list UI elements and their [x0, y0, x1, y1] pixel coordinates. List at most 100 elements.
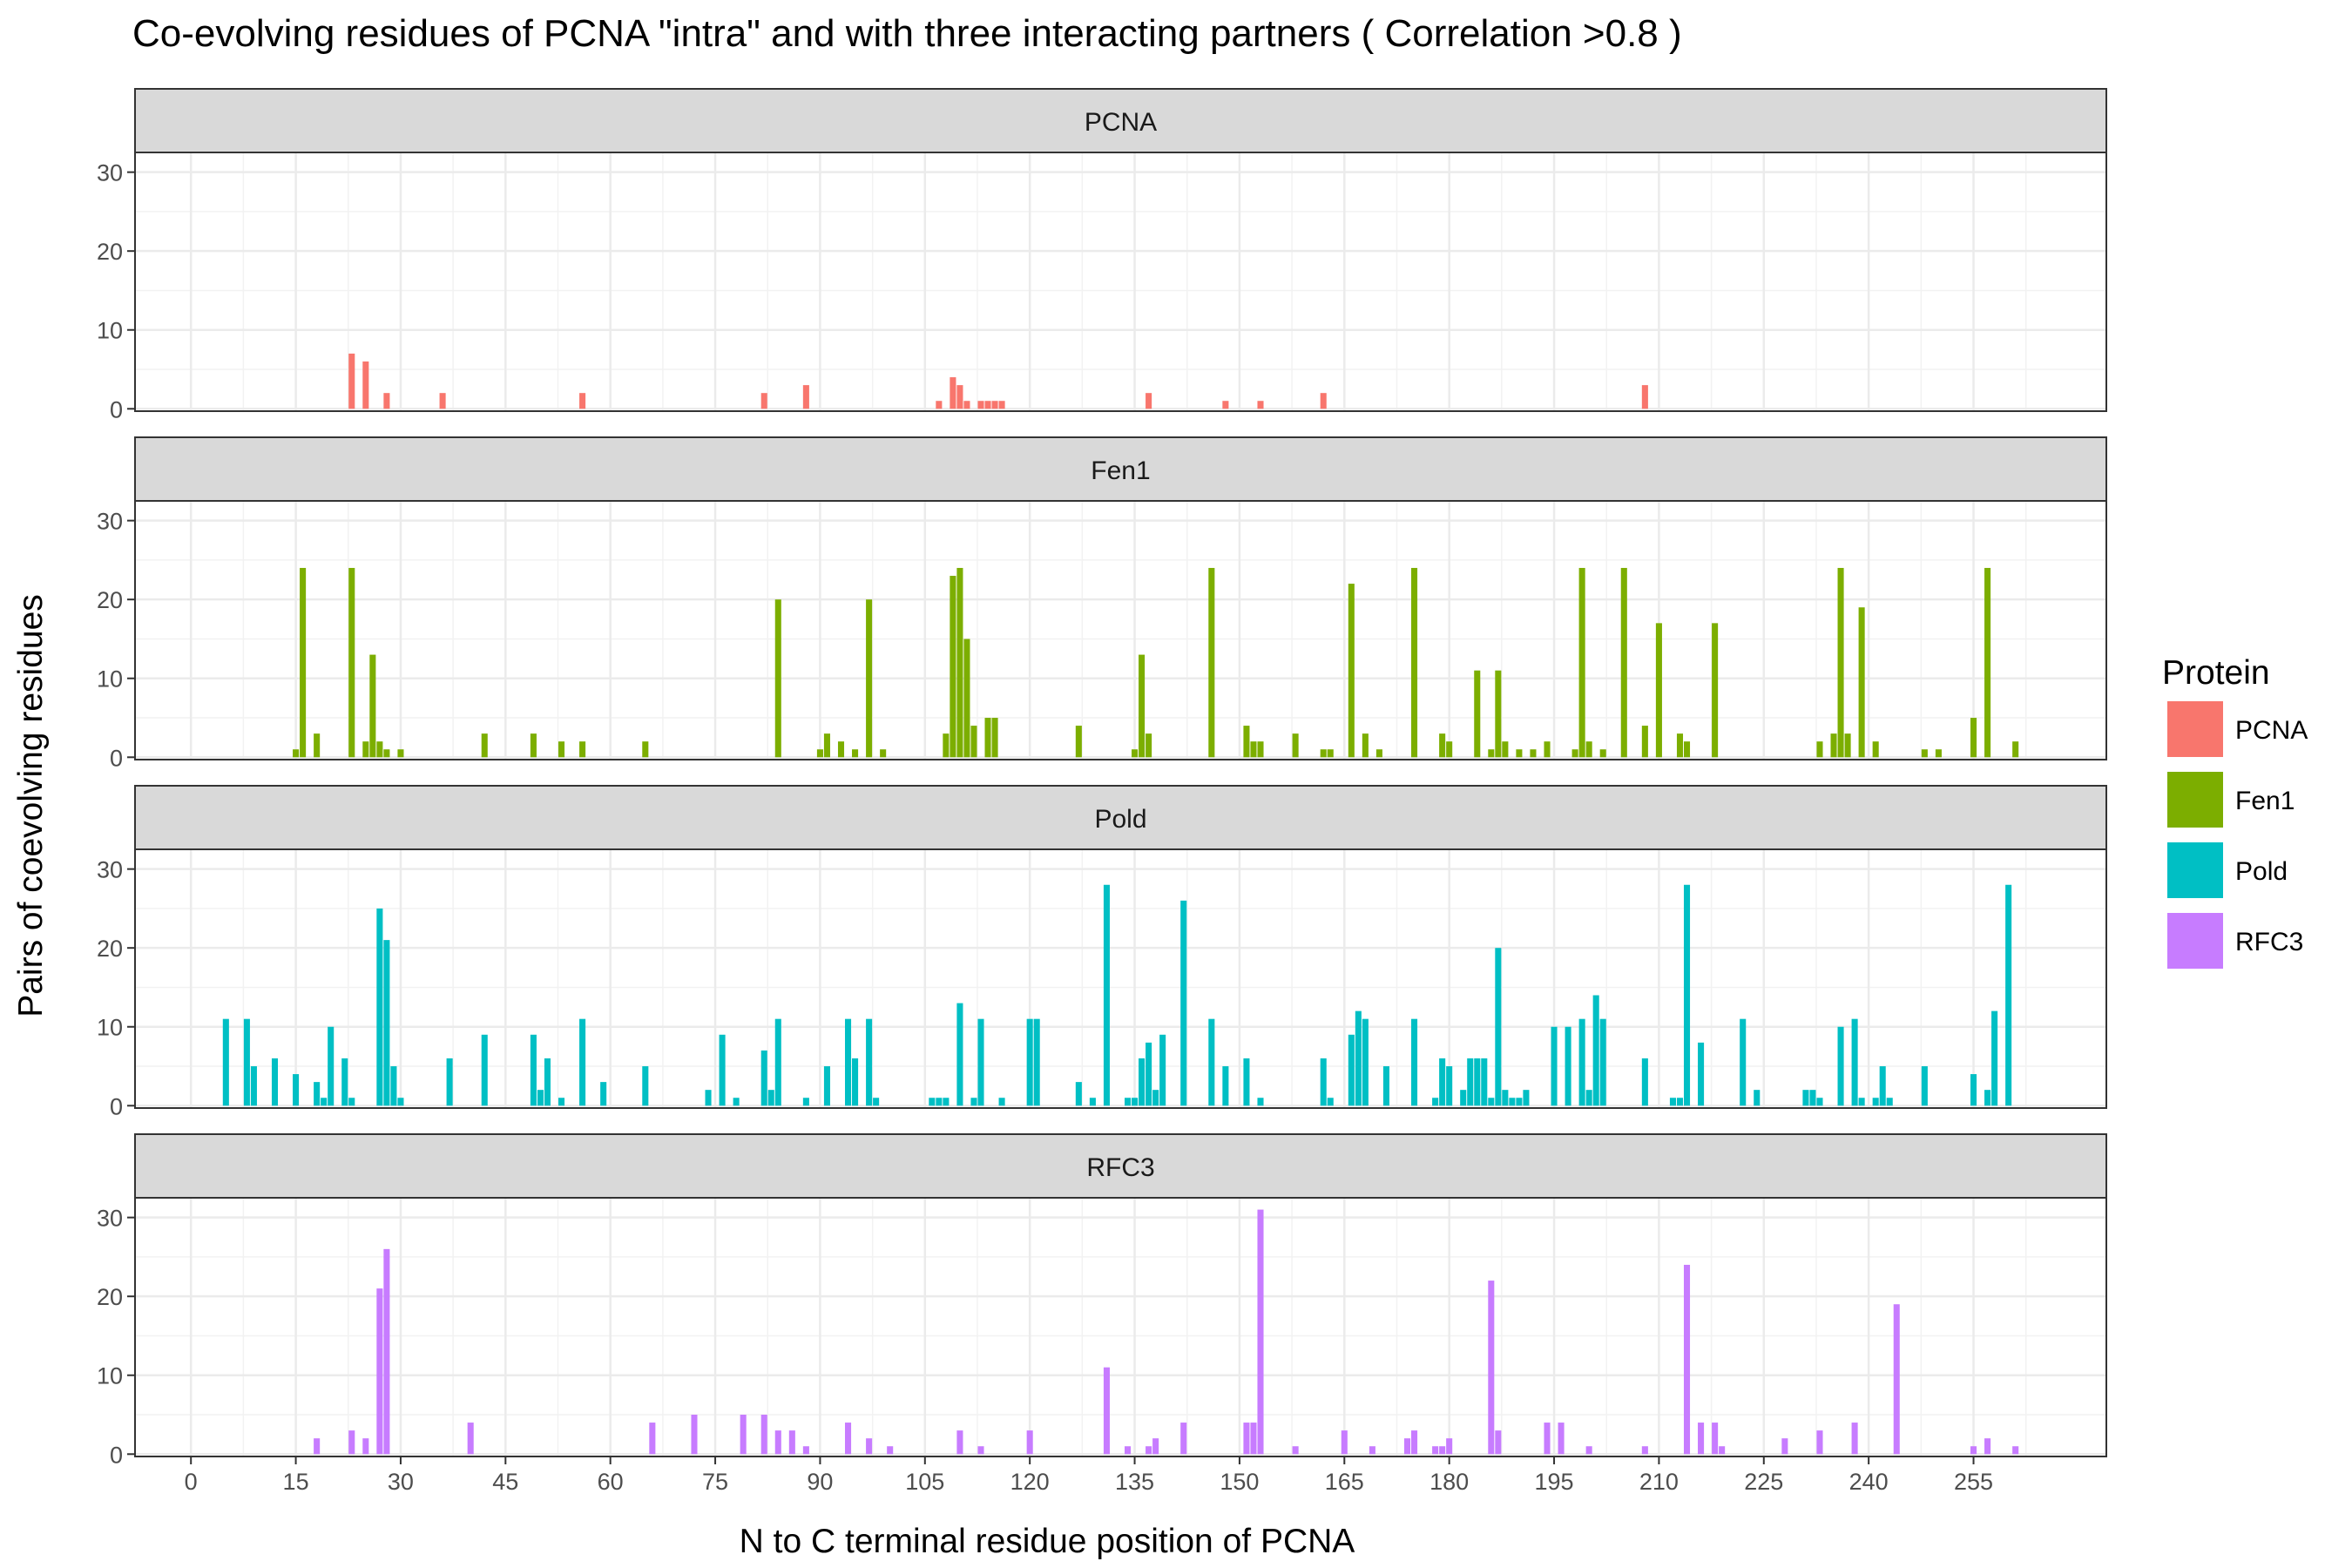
bar-pold — [481, 1034, 488, 1106]
bar-fen1 — [1348, 584, 1355, 758]
bar-fen1 — [1683, 741, 1691, 758]
bar-pcna — [362, 361, 369, 409]
bar-rfc3 — [1816, 1430, 1823, 1455]
bar-pold — [1523, 1090, 1530, 1106]
bar-pold — [1816, 1098, 1823, 1106]
bar-fen1 — [530, 733, 537, 758]
facet-panel-pcna: PCNA 0 10 20 30 — [97, 88, 2107, 422]
bar-pold — [328, 1026, 335, 1106]
bar-rfc3 — [1585, 1446, 1592, 1455]
bar-rfc3 — [1970, 1446, 1977, 1455]
facet-panel-pold: Pold 0 10 20 30 — [97, 785, 2107, 1119]
bar-fen1 — [1439, 733, 1446, 758]
bar-pcna — [760, 393, 767, 409]
facet-panel-rfc3: RFC3 0 10 20 30 — [97, 1133, 2107, 1468]
y-tick-label: 30 — [97, 160, 123, 186]
bar-fen1 — [1571, 749, 1578, 758]
legend-label-pold: Pold — [2235, 857, 2288, 886]
bar-rfc3 — [1432, 1446, 1439, 1455]
x-tick-label: 240 — [1849, 1469, 1889, 1495]
bar-pold — [1348, 1034, 1355, 1106]
bar-fen1 — [348, 567, 355, 758]
bar-pold — [1488, 1098, 1495, 1106]
bar-pold — [1446, 1066, 1453, 1106]
bar-pold — [1089, 1098, 1096, 1106]
facet-strip — [134, 88, 2107, 153]
bar-pold — [1565, 1026, 1571, 1106]
bar-pold — [1382, 1066, 1389, 1106]
bar-rfc3 — [1495, 1430, 1502, 1455]
bar-pold — [1984, 1090, 1991, 1106]
bar-fen1 — [383, 749, 390, 758]
bar-pcna — [977, 401, 984, 409]
bar-fen1 — [2012, 741, 2019, 758]
bar-pold — [970, 1098, 977, 1106]
y-tick-label: 20 — [97, 587, 123, 613]
bar-rfc3 — [802, 1446, 809, 1455]
bar-pold — [1886, 1098, 1893, 1106]
bar-fen1 — [397, 749, 404, 758]
bar-rfc3 — [1292, 1446, 1299, 1455]
bar-pcna — [1257, 401, 1264, 409]
bar-pold — [1740, 1018, 1747, 1106]
legend-key-rfc3 — [2167, 913, 2223, 969]
bar-pold — [1460, 1090, 1467, 1106]
bar-fen1 — [1676, 733, 1684, 758]
y-tick-label: 30 — [97, 1206, 123, 1232]
legend-title: Protein — [2162, 654, 2270, 692]
bar-pold — [390, 1066, 397, 1106]
bar-rfc3 — [760, 1415, 767, 1455]
bar-pold — [873, 1098, 880, 1106]
bar-pcna — [991, 401, 998, 409]
bar-pold — [1872, 1098, 1879, 1106]
bar-pold — [1879, 1066, 1886, 1106]
bar-pold — [293, 1074, 300, 1106]
bar-rfc3 — [1026, 1430, 1033, 1455]
bar-rfc3 — [1641, 1446, 1648, 1455]
bar-pold — [1851, 1018, 1858, 1106]
panel-border — [134, 152, 2107, 412]
bar-rfc3 — [467, 1423, 474, 1455]
bar-fen1 — [376, 741, 383, 758]
x-tick-label: 180 — [1429, 1469, 1469, 1495]
panel-border — [134, 1197, 2107, 1457]
bar-pold — [579, 1018, 586, 1106]
bar-pcna — [950, 377, 956, 409]
bar-pold — [1837, 1026, 1844, 1106]
bar-fen1 — [1243, 726, 1250, 758]
bar-pcna — [963, 401, 970, 409]
bar-rfc3 — [314, 1438, 321, 1455]
bar-fen1 — [823, 733, 830, 758]
x-tick-label: 105 — [905, 1469, 944, 1495]
y-tick-label: 20 — [97, 239, 123, 265]
x-tick-label: 90 — [807, 1469, 833, 1495]
bar-rfc3 — [649, 1423, 656, 1455]
bar-pold — [705, 1090, 712, 1106]
bar-pold — [1132, 1098, 1139, 1106]
bar-fen1 — [1984, 567, 1991, 758]
bar-pold — [1481, 1058, 1488, 1106]
legend: Protein PCNA Fen1 Pold RFC3 — [2162, 654, 2308, 969]
bar-fen1 — [1872, 741, 1879, 758]
bar-pold — [271, 1058, 279, 1106]
bar-pold — [1474, 1058, 1481, 1106]
bar-pold — [1026, 1018, 1033, 1106]
bar-fen1 — [1858, 607, 1865, 758]
bar-pold — [1641, 1058, 1648, 1106]
bar-pold — [852, 1058, 859, 1106]
bar-pold — [1802, 1090, 1809, 1106]
legend-key-pcna — [2167, 701, 2223, 757]
bar-rfc3 — [1124, 1446, 1132, 1455]
bar-rfc3 — [887, 1446, 894, 1455]
bar-pold — [1243, 1058, 1250, 1106]
x-tick-label: 165 — [1325, 1469, 1364, 1495]
bar-fen1 — [1327, 749, 1334, 758]
bar-fen1 — [956, 567, 963, 758]
bar-pold — [1509, 1098, 1516, 1106]
bar-rfc3 — [1851, 1423, 1858, 1455]
bar-pold — [341, 1058, 348, 1106]
bar-rfc3 — [1558, 1423, 1565, 1455]
y-tick-label: 0 — [110, 745, 123, 771]
bar-fen1 — [1488, 749, 1495, 758]
x-tick-label: 195 — [1535, 1469, 1574, 1495]
